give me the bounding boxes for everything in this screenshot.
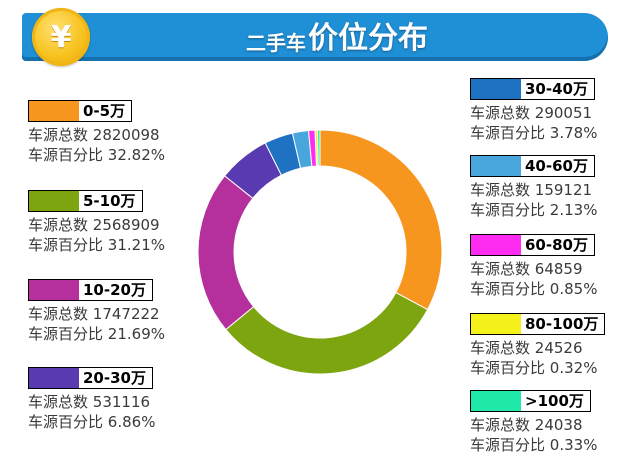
legend-count: 159121 bbox=[534, 181, 593, 199]
count-prefix: 车源总数 bbox=[470, 104, 531, 122]
count-prefix: 车源总数 bbox=[470, 416, 531, 434]
legend-count-line: 车源总数 290051 bbox=[470, 103, 597, 123]
legend-pct: 0.85% bbox=[549, 280, 598, 298]
pct-prefix: 车源百分比 bbox=[470, 201, 546, 219]
legend-pct-line: 车源百分比 31.21% bbox=[28, 235, 165, 255]
legend-pct: 2.13% bbox=[549, 201, 598, 219]
legend-item-0-5: 0-5万 车源总数 2820098 车源百分比 32.82% bbox=[28, 100, 165, 165]
count-prefix: 车源总数 bbox=[28, 393, 89, 411]
legend-label: 10-20万 bbox=[83, 281, 146, 299]
legend-pct-line: 车源百分比 0.85% bbox=[470, 279, 597, 299]
legend-tag: >100万 bbox=[470, 390, 591, 412]
legend-pct-line: 车源百分比 6.86% bbox=[28, 412, 155, 432]
legend-label: 30-40万 bbox=[525, 80, 588, 98]
legend-swatch bbox=[471, 79, 521, 99]
legend-pct-line: 车源百分比 21.69% bbox=[28, 324, 165, 344]
legend-item-5-10: 5-10万 车源总数 2568909 车源百分比 31.21% bbox=[28, 190, 165, 255]
legend-swatch bbox=[471, 314, 521, 334]
legend-swatch bbox=[29, 191, 79, 211]
legend-count: 2568909 bbox=[92, 216, 160, 234]
legend-count-line: 车源总数 1747222 bbox=[28, 304, 165, 324]
legend-swatch bbox=[29, 101, 79, 121]
pct-prefix: 车源百分比 bbox=[470, 436, 546, 454]
pct-prefix: 车源百分比 bbox=[470, 359, 546, 377]
legend-count-line: 车源总数 531116 bbox=[28, 392, 155, 412]
legend-item-80-100: 80-100万 车源总数 24526 车源百分比 0.32% bbox=[470, 313, 606, 378]
legend-item-60-80: 60-80万 车源总数 64859 车源百分比 0.85% bbox=[470, 234, 597, 299]
legend-tag: 0-5万 bbox=[28, 100, 133, 122]
legend-count-line: 车源总数 24038 bbox=[470, 415, 597, 435]
legend-swatch bbox=[471, 235, 521, 255]
legend-pct-line: 车源百分比 32.82% bbox=[28, 145, 165, 165]
legend-count-line: 车源总数 159121 bbox=[470, 180, 597, 200]
pct-prefix: 车源百分比 bbox=[28, 325, 104, 343]
legend-pct: 6.86% bbox=[107, 413, 156, 431]
legend-tag: 20-30万 bbox=[28, 367, 153, 389]
count-prefix: 车源总数 bbox=[28, 126, 89, 144]
count-prefix: 车源总数 bbox=[470, 260, 531, 278]
legend-pct: 0.33% bbox=[549, 436, 598, 454]
legend-count: 531116 bbox=[92, 393, 151, 411]
title-small: 二手车 bbox=[246, 31, 306, 55]
legend-pct-line: 车源百分比 3.78% bbox=[470, 123, 597, 143]
count-prefix: 车源总数 bbox=[28, 216, 89, 234]
chart-title: 二手车 价位分布 bbox=[246, 15, 428, 59]
legend-count-line: 车源总数 2820098 bbox=[28, 125, 165, 145]
legend-pct-line: 车源百分比 2.13% bbox=[470, 200, 597, 220]
legend-label: 5-10万 bbox=[83, 192, 136, 210]
legend-count: 64859 bbox=[534, 260, 583, 278]
legend-label: 40-60万 bbox=[525, 157, 588, 175]
legend-swatch bbox=[471, 391, 521, 411]
legend-tag: 60-80万 bbox=[470, 234, 595, 256]
pct-prefix: 车源百分比 bbox=[28, 236, 104, 254]
legend-pct: 0.32% bbox=[549, 359, 598, 377]
legend-label: 80-100万 bbox=[525, 315, 599, 333]
legend-tag: 80-100万 bbox=[470, 313, 606, 335]
donut-slice-0 bbox=[319, 129, 443, 311]
legend-count: 24038 bbox=[534, 416, 583, 434]
title-big: 价位分布 bbox=[308, 21, 428, 56]
legend-pct-line: 车源百分比 0.32% bbox=[470, 358, 605, 378]
legend-item-30-40: 30-40万 车源总数 290051 车源百分比 3.78% bbox=[470, 78, 597, 143]
legend-tag: 40-60万 bbox=[470, 155, 595, 177]
legend-label: 0-5万 bbox=[83, 102, 126, 120]
legend-count: 1747222 bbox=[92, 305, 160, 323]
legend-pct: 21.69% bbox=[107, 325, 165, 343]
pct-prefix: 车源百分比 bbox=[470, 280, 546, 298]
legend-label: >100万 bbox=[525, 392, 584, 410]
legend-pct-line: 车源百分比 0.33% bbox=[470, 435, 597, 455]
legend-item-40-60: 40-60万 车源总数 159121 车源百分比 2.13% bbox=[470, 155, 597, 220]
pct-prefix: 车源百分比 bbox=[28, 413, 104, 431]
legend-tag: 30-40万 bbox=[470, 78, 595, 100]
legend-count-line: 车源总数 2568909 bbox=[28, 215, 165, 235]
count-prefix: 车源总数 bbox=[28, 305, 89, 323]
pct-prefix: 车源百分比 bbox=[28, 146, 104, 164]
legend-count: 24526 bbox=[534, 339, 583, 357]
pct-prefix: 车源百分比 bbox=[470, 124, 546, 142]
legend-count: 290051 bbox=[534, 104, 593, 122]
legend-count: 2820098 bbox=[92, 126, 160, 144]
count-prefix: 车源总数 bbox=[470, 181, 531, 199]
legend-item-10-20: 10-20万 车源总数 1747222 车源百分比 21.69% bbox=[28, 279, 165, 344]
legend-pct: 31.21% bbox=[107, 236, 165, 254]
legend-label: 20-30万 bbox=[83, 369, 146, 387]
legend-tag: 5-10万 bbox=[28, 190, 143, 212]
legend-count-line: 车源总数 24526 bbox=[470, 338, 605, 358]
donut-slice-8 bbox=[316, 129, 321, 167]
legend-swatch bbox=[29, 368, 79, 388]
legend-pct: 3.78% bbox=[549, 124, 598, 142]
legend-swatch bbox=[471, 156, 521, 176]
title-banner bbox=[22, 13, 608, 61]
legend-item-over-100: >100万 车源总数 24038 车源百分比 0.33% bbox=[470, 390, 597, 455]
legend-pct: 32.82% bbox=[107, 146, 165, 164]
count-prefix: 车源总数 bbox=[470, 339, 531, 357]
donut-hole bbox=[235, 167, 405, 337]
yuan-coin-icon: ¥ bbox=[32, 8, 90, 66]
legend-swatch bbox=[29, 280, 79, 300]
legend-label: 60-80万 bbox=[525, 236, 588, 254]
legend-tag: 10-20万 bbox=[28, 279, 153, 301]
legend-item-20-30: 20-30万 车源总数 531116 车源百分比 6.86% bbox=[28, 367, 155, 432]
legend-count-line: 车源总数 64859 bbox=[470, 259, 597, 279]
